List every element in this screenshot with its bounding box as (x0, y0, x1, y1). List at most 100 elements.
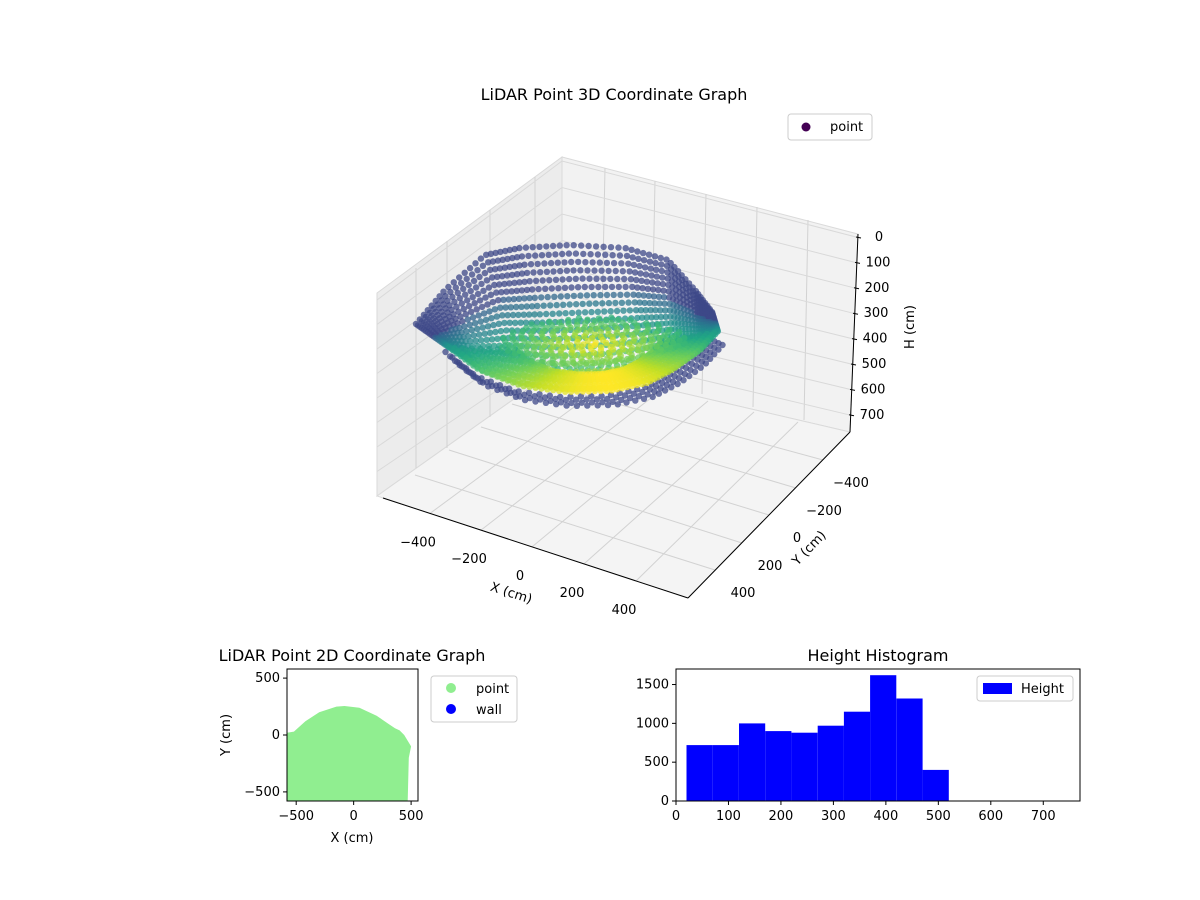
cloud-point (557, 293, 564, 300)
cloud-point (630, 291, 637, 298)
cloud-point (656, 300, 663, 307)
cloud-point (475, 312, 482, 319)
cloud-point (598, 392, 605, 400)
cloud-point (549, 242, 557, 250)
z-tick (855, 236, 862, 239)
cloud-point (572, 396, 580, 403)
cloud-point (532, 252, 539, 259)
cloud-point (559, 250, 566, 258)
cloud-point (521, 391, 528, 398)
y-tick-label: −500 (244, 785, 280, 800)
cloud-point (496, 382, 504, 389)
cloud-point (681, 340, 688, 347)
cloud-point (702, 360, 710, 367)
cloud-point (455, 308, 462, 315)
cloud-point (478, 375, 485, 382)
cloud-point (470, 314, 477, 321)
cloud-point (663, 262, 671, 270)
legend-hist: Height (976, 675, 1074, 702)
cloud-point (507, 304, 515, 311)
cloud-point (649, 279, 656, 286)
cloud-point (612, 299, 619, 307)
cloud-point (497, 248, 504, 256)
cloud-point (547, 397, 554, 405)
cloud-point (653, 343, 660, 350)
cloud-point (666, 307, 674, 314)
cloud-point (640, 292, 647, 299)
cloud-point (574, 284, 582, 291)
cloud-point (598, 320, 605, 328)
cloud-point (504, 377, 511, 384)
cloud-point (496, 265, 504, 272)
cloud-point (573, 301, 580, 308)
cloud-point (482, 294, 489, 301)
chart-hist: Height Histogram 0 100 200 300 400 500 600 7000… (636, 646, 1081, 824)
cloud-point (494, 373, 501, 380)
cloud-point (560, 344, 567, 351)
cloud-point (543, 268, 551, 275)
cloud-point (469, 370, 477, 378)
cloud-point (612, 340, 619, 347)
cloud-point (581, 309, 589, 316)
cloud-point (464, 297, 471, 304)
cloud-point (588, 399, 596, 406)
z-tick-label: 200 (865, 281, 890, 296)
cloud-point (577, 267, 584, 274)
cloud-point (585, 352, 592, 359)
cloud-point (625, 260, 632, 267)
cloud-point (491, 281, 498, 289)
cloud-point (541, 341, 549, 349)
legend-2d-point-marker (446, 683, 456, 693)
cloud-point (632, 397, 639, 404)
cloud-point (557, 267, 564, 275)
cloud-point (457, 313, 464, 320)
cloud-point (603, 259, 611, 267)
cloud-point (486, 308, 493, 315)
cloud-point (466, 321, 473, 328)
cloud-point (612, 267, 619, 275)
cloud-point (645, 292, 652, 300)
cloud-point (476, 297, 484, 304)
cloud-point (513, 287, 520, 294)
cloud-point (629, 254, 636, 261)
cloud-point (552, 251, 559, 258)
cloud-point (602, 339, 610, 347)
cloud-point (521, 278, 528, 285)
cloud-point (630, 390, 637, 397)
cloud-point (623, 399, 630, 406)
cloud-point (598, 267, 605, 274)
cloud-point (669, 334, 676, 341)
cloud-point (623, 291, 631, 298)
cloud-point (648, 272, 655, 279)
x-tick-label: 400 (612, 603, 637, 618)
cloud-point (681, 334, 688, 342)
cloud-point (601, 370, 608, 377)
chart-2d: LiDAR Point 2D Coordinate Graph −500 0 500… (219, 646, 518, 846)
cloud-point (634, 248, 641, 255)
cloud-point (577, 360, 584, 367)
cloud-point (542, 285, 549, 292)
cloud-point (456, 274, 463, 281)
cloud-point (580, 250, 587, 258)
cloud-point (568, 399, 575, 407)
x-axis-label: X (cm) (488, 580, 534, 608)
cloud-point (596, 259, 603, 266)
cloud-point (591, 341, 599, 349)
cloud-point (653, 266, 660, 273)
cloud-point (578, 399, 585, 406)
cloud-point (552, 395, 559, 403)
cloud-point (538, 252, 546, 259)
cloud-point (627, 276, 635, 283)
cloud-point (647, 265, 654, 272)
z-tick-label: 500 (862, 357, 887, 372)
cloud-point (583, 396, 590, 403)
cloud-point (583, 292, 591, 299)
cloud-point (484, 323, 492, 330)
cloud-point (643, 278, 651, 285)
cloud-point (657, 307, 664, 314)
cloud-point (472, 260, 479, 267)
z-tick (851, 338, 858, 341)
chart-3d: LiDAR Point 3D Coordinate Graph −400 −200… (375, 85, 918, 618)
cloud-point (564, 293, 571, 300)
legend-3d-box (787, 113, 873, 141)
